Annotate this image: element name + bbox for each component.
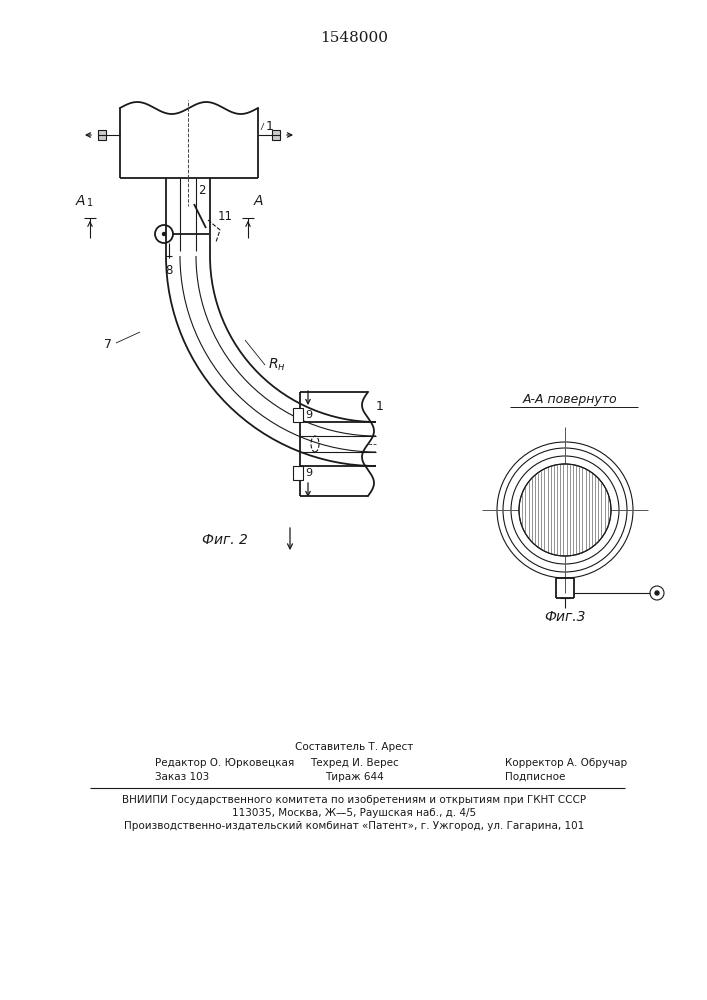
Text: 1: 1 — [376, 400, 384, 414]
Text: 1: 1 — [87, 198, 93, 208]
Text: Техред И. Верес: Техред И. Верес — [310, 758, 398, 768]
Text: Тираж 644: Тираж 644 — [325, 772, 383, 782]
Text: ВНИИПИ Государственного комитета по изобретениям и открытиям при ГКНТ СССР: ВНИИПИ Государственного комитета по изоб… — [122, 795, 586, 805]
Circle shape — [655, 591, 659, 595]
Text: 1: 1 — [266, 119, 274, 132]
Text: 2: 2 — [198, 184, 206, 197]
Bar — [98, 130, 106, 140]
Text: 11: 11 — [218, 210, 233, 223]
Text: 113035, Москва, Ж—̵5, Раушская наб., д. 4/5: 113035, Москва, Ж—̵5, Раушская наб., д. … — [232, 808, 476, 818]
Text: 8: 8 — [165, 264, 173, 277]
Bar — [293, 408, 303, 422]
Text: Корректор А. Обручар: Корректор А. Обручар — [505, 758, 627, 768]
Text: А: А — [254, 194, 264, 208]
Text: 7: 7 — [104, 338, 112, 352]
Text: Заказ 103: Заказ 103 — [155, 772, 209, 782]
Text: 9: 9 — [305, 468, 312, 478]
Text: 1548000: 1548000 — [320, 31, 388, 45]
Text: А-А повернуто: А-А повернуто — [522, 393, 617, 406]
Text: А: А — [75, 194, 85, 208]
Text: Производственно-издательский комбинат «Патент», г. Ужгород, ул. Гагарина, 101: Производственно-издательский комбинат «П… — [124, 821, 584, 831]
Text: $R_н$: $R_н$ — [268, 357, 286, 373]
Text: Редактор О. Юрковецкая: Редактор О. Юрковецкая — [155, 758, 294, 768]
Bar — [293, 466, 303, 480]
Text: Составитель Т. Арест: Составитель Т. Арест — [295, 742, 413, 752]
Text: 9: 9 — [305, 410, 312, 420]
Text: Фиг.3: Фиг.3 — [544, 610, 586, 624]
Text: Фиг. 2: Фиг. 2 — [202, 533, 248, 547]
Bar — [272, 130, 280, 140]
Text: Подписное: Подписное — [505, 772, 566, 782]
Circle shape — [163, 232, 165, 235]
Circle shape — [519, 464, 611, 556]
